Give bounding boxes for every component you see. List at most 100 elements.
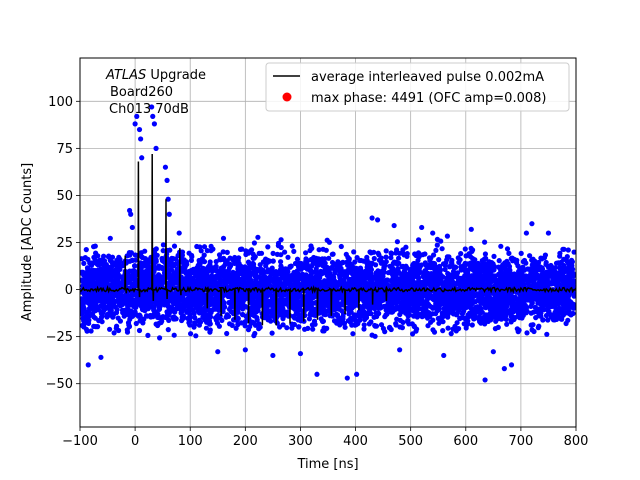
scatter-point [81, 260, 87, 266]
scatter-point [228, 308, 234, 315]
scatter-point [201, 315, 207, 321]
scatter-point [204, 248, 210, 254]
scatter-point [462, 246, 468, 252]
scatter-point [157, 335, 163, 341]
scatter-point [361, 258, 367, 264]
scatter-point [526, 266, 533, 272]
scatter-point [512, 294, 518, 300]
scatter-point [330, 251, 336, 257]
scatter-point [540, 317, 546, 323]
scatter-point [533, 263, 539, 269]
scatter-point [329, 259, 336, 266]
scatter-point [216, 280, 222, 286]
scatter-point [462, 268, 468, 274]
scatter-point [394, 239, 400, 245]
scatter-point [320, 318, 326, 324]
scatter-point [155, 322, 161, 329]
scatter-point [383, 307, 389, 313]
scatter-point [129, 312, 135, 318]
scatter-point [429, 276, 435, 282]
scatter-point [518, 273, 524, 279]
scatter-point [124, 329, 131, 335]
scatter-point [309, 263, 315, 269]
scatter-point [224, 330, 230, 337]
scatter-point [356, 313, 362, 319]
scatter-point [196, 257, 202, 264]
scatter-point [442, 266, 448, 273]
scatter-point [559, 316, 565, 322]
scatter-point [173, 261, 179, 267]
scatter-point [326, 255, 332, 261]
scatter-point [398, 309, 404, 315]
scatter-point [113, 310, 120, 316]
scatter-point [258, 270, 264, 276]
scatter-point [498, 243, 504, 249]
scatter-point [528, 303, 534, 309]
data-layer [80, 104, 576, 383]
scatter-point [422, 251, 428, 257]
scatter-point [189, 254, 195, 260]
scatter-point [495, 316, 502, 322]
scatter-point [150, 314, 156, 320]
scatter-point [289, 282, 295, 288]
scatter-point [463, 325, 469, 331]
scatter-point [335, 259, 341, 265]
scatter-point [504, 321, 510, 327]
scatter-point [196, 322, 202, 328]
scatter-point [357, 265, 364, 271]
scatter-point [400, 247, 406, 253]
scatter-point [514, 257, 520, 263]
scatter-point [400, 319, 406, 325]
scatter-point [126, 322, 132, 328]
scatter-point [433, 305, 439, 311]
scatter-point [197, 244, 203, 250]
scatter-point [136, 327, 143, 334]
scatter-point [458, 251, 464, 257]
scatter-point [116, 254, 122, 260]
scatter-point [383, 254, 389, 260]
scatter-point [532, 258, 538, 264]
scatter-point [322, 312, 328, 318]
scatter-point [320, 246, 326, 252]
scatter-point [494, 304, 500, 310]
scatter-point [545, 317, 551, 323]
scatter-point [376, 310, 382, 317]
scatter-point [196, 317, 202, 323]
scatter-point [107, 235, 113, 241]
scatter-point [285, 254, 291, 260]
scatter-point [416, 254, 422, 260]
scatter-point [192, 315, 198, 321]
scatter-point [425, 323, 431, 329]
scatter-point [565, 247, 571, 253]
scatter-point [311, 257, 317, 263]
scatter-point [151, 305, 157, 311]
scatter-point [235, 315, 241, 321]
scatter-point [477, 310, 483, 316]
scatter-point [160, 248, 166, 254]
scatter-point [369, 260, 375, 266]
scatter-point [165, 327, 171, 333]
scatter-point [250, 251, 256, 257]
scatter-point [371, 255, 377, 262]
scatter-point [302, 326, 308, 332]
scatter-point [277, 324, 283, 330]
scatter-point [282, 292, 288, 298]
scatter-point [266, 279, 272, 285]
scatter-point [504, 246, 511, 252]
scatter-point [477, 305, 483, 311]
scatter-point [133, 320, 139, 327]
scatter-point [368, 319, 374, 325]
scatter-point [444, 233, 450, 239]
scatter-point [492, 326, 498, 332]
scatter-point [83, 326, 89, 332]
scatter-point [367, 249, 373, 255]
scatter-point [382, 262, 388, 268]
scatter-point [338, 243, 344, 250]
scatter-point [266, 315, 272, 322]
scatter-point [171, 332, 177, 338]
scatter-point [514, 301, 520, 307]
scatter-point [552, 302, 558, 308]
scatter-point [454, 320, 460, 326]
scatter-point [291, 248, 297, 254]
